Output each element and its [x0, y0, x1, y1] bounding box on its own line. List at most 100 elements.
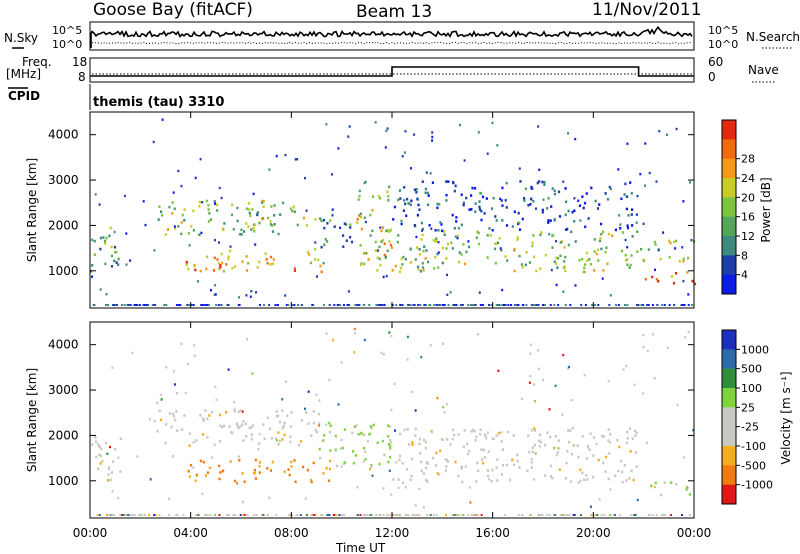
heatmap-cell — [376, 269, 379, 272]
heatmap-cell — [413, 304, 416, 306]
heatmap-cell — [376, 441, 379, 445]
heatmap-cell — [447, 180, 450, 183]
heatmap-cell — [218, 262, 221, 265]
heatmap-cell — [597, 259, 600, 262]
heatmap-cell — [371, 195, 375, 198]
heatmap-cell — [363, 338, 366, 342]
heatmap-cell — [201, 492, 204, 496]
heatmap-cell — [521, 304, 524, 306]
heatmap-cell — [410, 474, 413, 478]
heatmap-cell — [541, 514, 544, 516]
heatmap-cell — [425, 171, 428, 174]
power-colorbar-tick-label: 24 — [741, 172, 755, 185]
heatmap-cell — [391, 514, 394, 516]
heatmap-cell — [396, 240, 399, 244]
heatmap-cell — [398, 270, 401, 274]
heatmap-cell — [107, 467, 111, 471]
heatmap-cell — [274, 437, 278, 441]
heatmap-cell — [195, 439, 198, 442]
heatmap-cell — [531, 244, 534, 248]
heatmap-cell — [368, 304, 371, 306]
heatmap-cell — [356, 514, 359, 516]
heatmap-cell — [305, 224, 308, 227]
heatmap-cell — [145, 304, 148, 306]
heatmap-cell — [149, 478, 152, 481]
velocity-colorbar-tick-label: -1000 — [741, 479, 773, 492]
heatmap-cell — [109, 226, 112, 230]
heatmap-cell — [418, 253, 421, 256]
heatmap-cell — [257, 442, 261, 445]
heatmap-cell — [609, 514, 612, 516]
heatmap-cell — [266, 416, 269, 419]
heatmap-cell — [364, 514, 367, 516]
heatmap-cell — [248, 208, 251, 211]
heatmap-cell — [144, 223, 147, 227]
heatmap-cell — [585, 457, 588, 460]
heatmap-cell — [414, 434, 417, 437]
heatmap-cell — [441, 229, 444, 233]
heatmap-cell — [202, 419, 205, 422]
heatmap-cell — [623, 193, 626, 196]
heatmap-cell — [111, 265, 113, 268]
heatmap-cell — [478, 200, 481, 203]
freq-tick-high: 18 — [72, 55, 87, 69]
heatmap-cell — [294, 480, 297, 484]
heatmap-cell — [533, 304, 536, 306]
heatmap-cell — [95, 440, 98, 444]
heatmap-cell — [351, 431, 354, 435]
heatmap-cell — [547, 219, 550, 222]
heatmap-cell — [474, 202, 477, 205]
heatmap-cell — [270, 255, 273, 259]
heatmap-cell — [626, 224, 629, 227]
heatmap-cell — [570, 399, 573, 402]
heatmap-cell — [121, 514, 123, 516]
heatmap-cell — [623, 463, 626, 467]
heatmap-cell — [261, 514, 264, 516]
heatmap-cell — [233, 401, 236, 404]
heatmap-cell — [151, 304, 154, 306]
heatmap-cell — [106, 514, 109, 516]
heatmap-cell — [461, 480, 464, 484]
heatmap-cell — [533, 383, 535, 386]
heatmap-cell — [206, 514, 209, 516]
heatmap-cell — [325, 123, 328, 126]
heatmap-cell — [470, 208, 473, 211]
heatmap-cell — [355, 424, 358, 427]
velocity-colorbar-tick-label: 25 — [741, 401, 755, 414]
heatmap-cell — [221, 261, 224, 265]
heatmap-cell — [365, 251, 368, 255]
heatmap-cell — [437, 241, 440, 244]
heatmap-cell — [471, 304, 474, 306]
heatmap-cell — [556, 266, 559, 269]
heatmap-cell — [241, 423, 244, 426]
heatmap-cell — [217, 304, 220, 306]
heatmap-cell — [104, 262, 107, 266]
heatmap-cell — [340, 361, 343, 364]
heatmap-cell — [113, 259, 116, 263]
heatmap-cell — [455, 304, 458, 306]
heatmap-cell — [596, 514, 599, 516]
heatmap-cell — [565, 200, 568, 204]
heatmap-cell — [542, 379, 544, 382]
power-y-tick-label: 1000 — [48, 264, 79, 278]
heatmap-cell — [220, 196, 223, 200]
heatmap-cell — [420, 221, 423, 225]
heatmap-cell — [636, 498, 639, 502]
heatmap-cell — [457, 433, 460, 436]
heatmap-cell — [160, 398, 163, 401]
heatmap-cell — [331, 514, 334, 516]
heatmap-cell — [329, 219, 332, 222]
heatmap-cell — [670, 275, 673, 278]
heatmap-cell — [546, 431, 549, 434]
heatmap-cell — [553, 192, 556, 196]
heatmap-cell — [127, 514, 130, 516]
heatmap-cell — [538, 180, 541, 183]
heatmap-cell — [585, 251, 588, 255]
heatmap-cell — [685, 486, 689, 489]
heatmap-cell — [500, 473, 504, 476]
heatmap-cell — [467, 240, 470, 243]
heatmap-cell — [401, 155, 404, 158]
nave-tick-low: 0 — [708, 70, 716, 84]
heatmap-cell — [384, 146, 387, 149]
heatmap-cell — [513, 247, 516, 251]
